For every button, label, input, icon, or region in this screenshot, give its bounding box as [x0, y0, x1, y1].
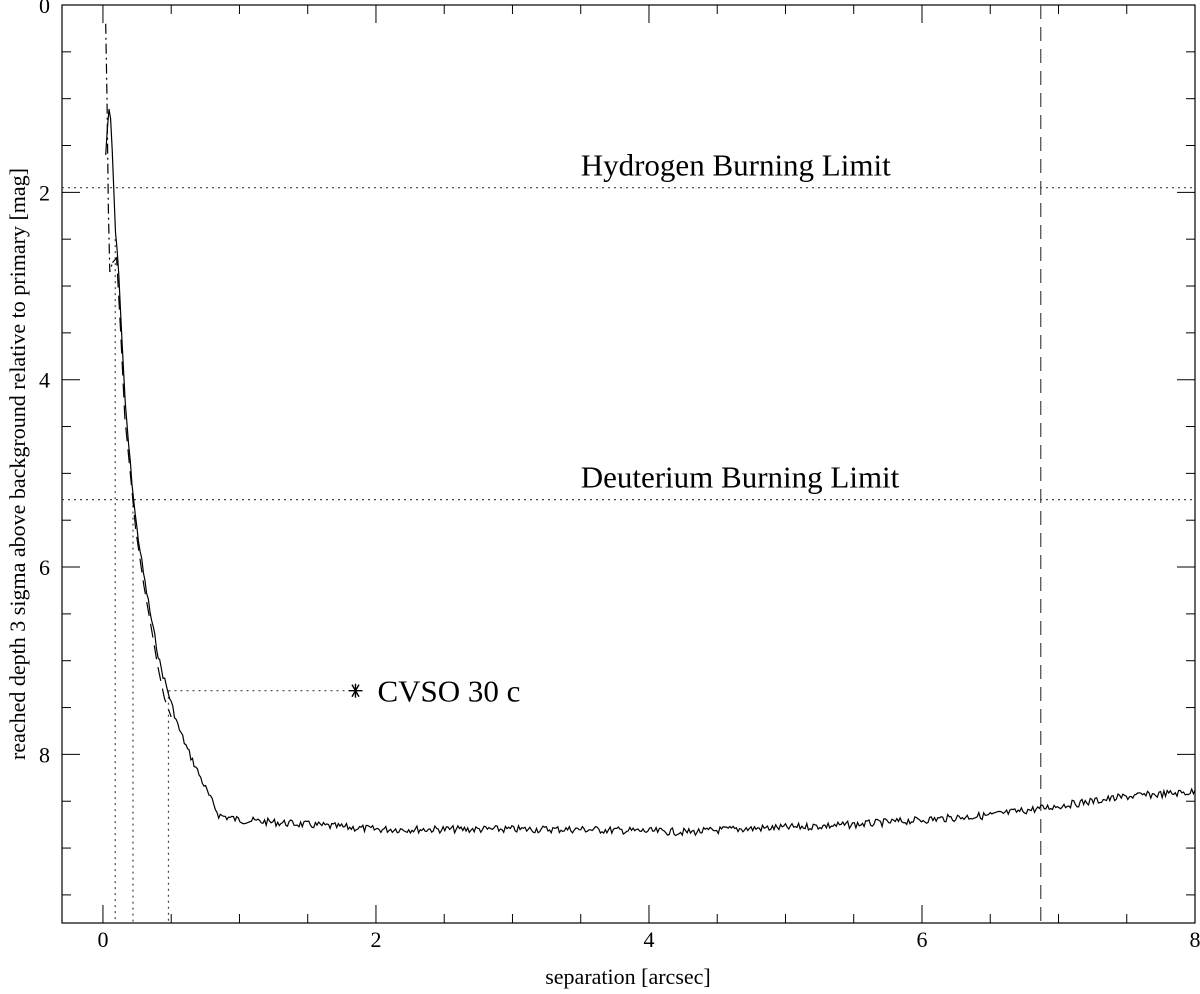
series-line-dashed — [112, 256, 172, 718]
y-tick-labels: 0 2 4 6 8 — [39, 0, 50, 767]
x-tick-label: 6 — [916, 927, 927, 952]
drop-lines — [114, 239, 170, 923]
y-tick-label: 2 — [39, 180, 50, 205]
reference-line-label: Deuterium Burning Limit — [581, 460, 900, 495]
y-tick-label: 8 — [39, 742, 50, 767]
series-line-dash-dot — [105, 23, 114, 273]
asterisk-marker — [348, 683, 363, 698]
x-axis-title: separation [arcsec] — [545, 964, 711, 989]
x-tick-labels: 0 2 4 6 8 — [97, 927, 1200, 952]
y-tick-label: 0 — [39, 0, 50, 18]
y-tick-label: 6 — [39, 555, 50, 580]
reference-line-label: Hydrogen Burning Limit — [581, 148, 891, 183]
x-tick-label: 0 — [97, 927, 108, 952]
annotations: Hydrogen Burning Limit Deuterium Burning … — [377, 148, 899, 709]
axis-ticks — [62, 4, 1196, 923]
x-tick-label: 4 — [643, 927, 654, 952]
y-tick-label: 4 — [39, 368, 50, 393]
series-line-solid — [105, 108, 1196, 837]
data-series — [105, 23, 1196, 837]
x-tick-label: 8 — [1190, 927, 1200, 952]
plot-frame — [61, 4, 1196, 924]
y-axis-title: reached depth 3 sigma above background r… — [5, 168, 30, 760]
point-label: CVSO 30 c — [377, 674, 520, 709]
point-markers — [168, 683, 363, 698]
x-tick-label: 2 — [370, 927, 381, 952]
